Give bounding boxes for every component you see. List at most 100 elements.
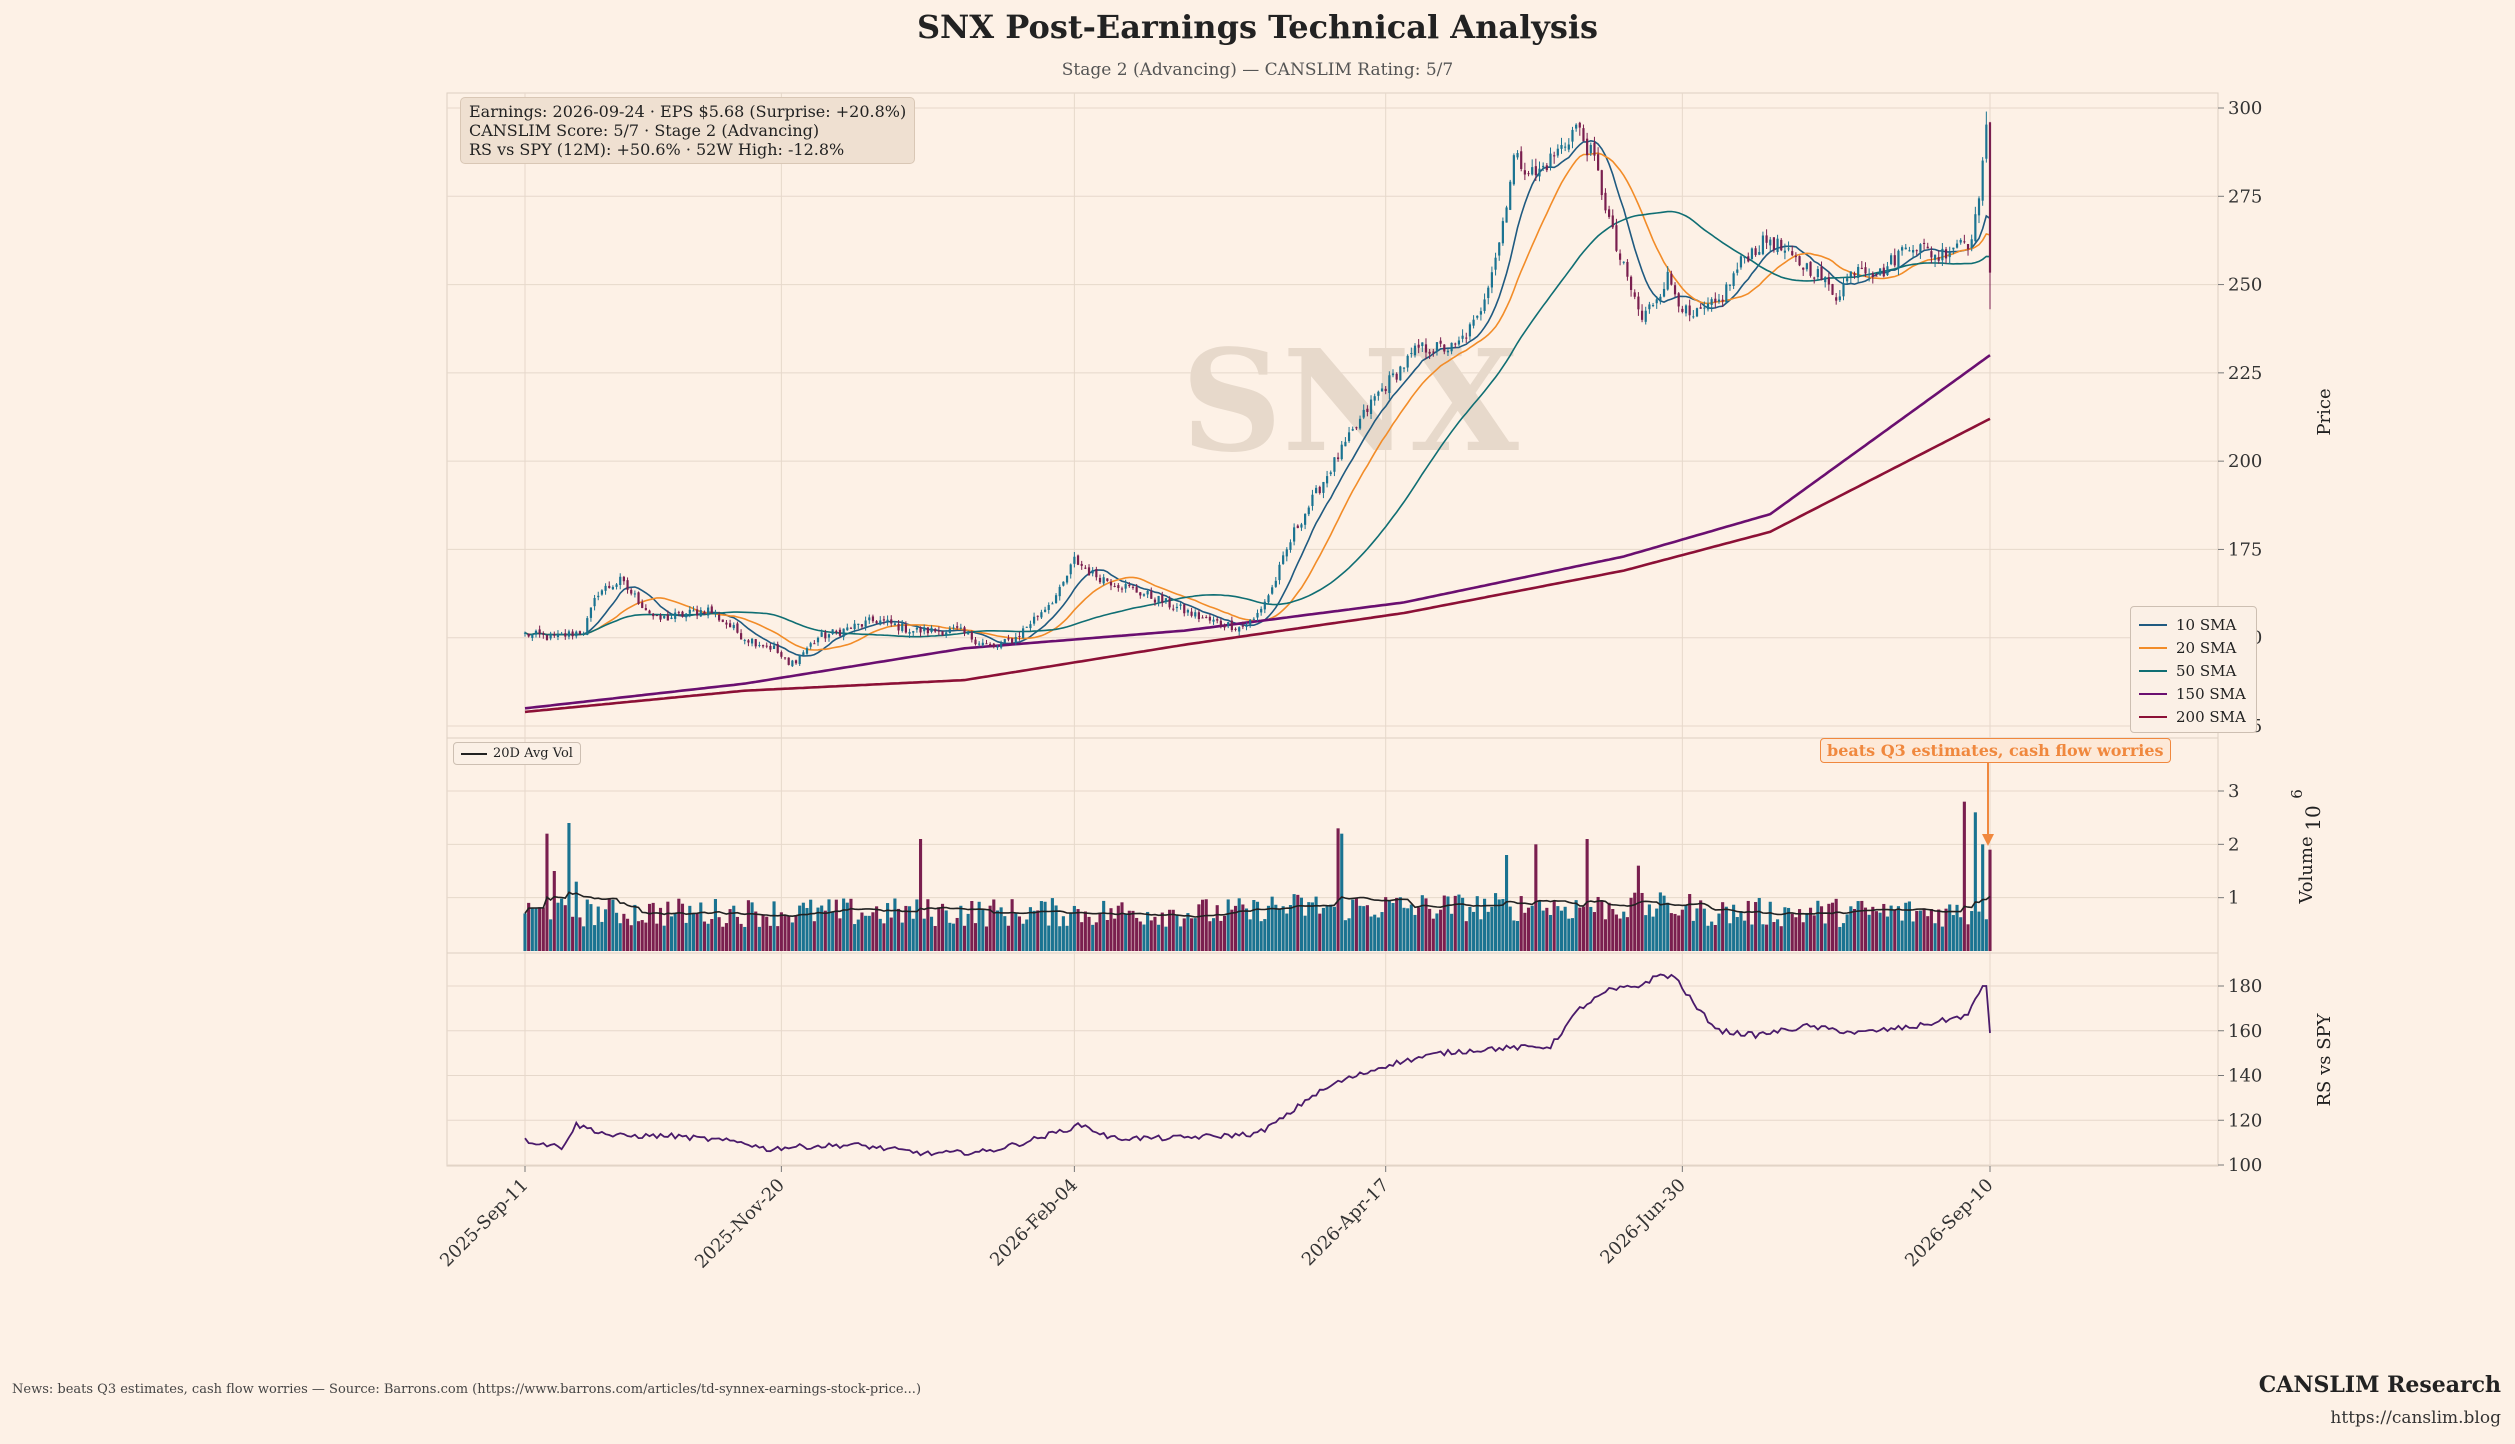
candle [1402,367,1406,373]
volume-bar [1504,855,1509,951]
candle-body [1732,273,1735,286]
volume-bar [1545,907,1549,951]
candle-body [1483,299,1486,311]
candle [1615,218,1618,253]
volume-bar [1596,896,1600,951]
volume-bar [1977,911,1981,951]
candle [586,616,589,636]
candle [1875,273,1878,277]
candle-body [556,633,560,638]
candle [996,645,999,650]
candle [1604,188,1607,214]
candle [1824,276,1827,288]
candle [1201,615,1204,619]
volume-bar [1318,913,1322,951]
volume-bar [1003,916,1007,951]
volume-bar [1501,899,1505,951]
candle [1274,576,1277,588]
candle [1043,606,1047,613]
candle [1575,123,1578,132]
candle [1468,322,1472,341]
volume-bar [1303,915,1307,951]
candle [1915,249,1918,256]
candle-body [1802,267,1805,270]
volume-bar [1292,894,1296,951]
volume-bar [1442,895,1446,951]
volume-bar [1629,897,1633,951]
candle [1802,267,1805,276]
candle-body [1974,214,1977,242]
candle-body [985,643,988,645]
candle [816,636,820,646]
candle-body [750,638,754,644]
candle [1527,170,1530,177]
candle-body [644,608,647,611]
candle-body [1695,308,1699,317]
candle-body [1065,575,1069,583]
candle [1648,301,1651,314]
volume-bar [962,925,967,951]
volume-bar [1651,916,1655,951]
candle-body [1278,564,1281,581]
candle-body [1765,235,1768,243]
candle [1904,243,1907,250]
candle [1315,485,1318,494]
volume-bar [1475,896,1479,951]
candle [1263,599,1266,614]
candle-body [1901,247,1904,251]
candle [523,631,527,637]
volume-bar [867,915,871,951]
volume-bar [1677,915,1681,951]
candle [1267,593,1270,605]
candle-body [1157,596,1160,604]
volume-bar [618,923,622,951]
candle-body [868,617,871,621]
candle-body [1846,278,1849,282]
candle [553,631,556,638]
candle [1285,547,1288,562]
candle [981,638,984,647]
candle [1637,292,1640,316]
candle [1750,247,1754,260]
candle-body [1388,375,1391,394]
candle [1633,289,1636,300]
candle [1520,146,1523,172]
candle-body [1087,567,1091,576]
candle [853,620,856,633]
candle-body [1040,612,1043,618]
candle [637,591,640,605]
volume-bar [728,909,732,951]
candle [838,627,842,638]
volume-bar [523,913,527,951]
volume-bar [1193,918,1197,951]
candle-body [714,613,717,615]
candle-body [1095,569,1098,578]
candle [1523,162,1526,181]
volume-bar [1036,910,1040,951]
volume-bar [860,912,864,951]
footer-url[interactable]: https://canslim.blog [2330,1408,2501,1428]
candle-body [553,634,556,636]
volume-bar [1713,924,1717,951]
candle-body [626,580,629,590]
candle [1417,339,1420,354]
candle [1600,169,1603,200]
volume-bar [1105,920,1109,951]
candle-body [908,632,911,634]
info-canslim: CANSLIM Score: 5/7 · Stage 2 (Advancing) [469,121,820,140]
candle [1626,259,1629,281]
volume-bar [625,918,630,951]
candle-body [1538,168,1541,177]
candle [1725,282,1728,304]
candle [1194,609,1197,619]
candle [1908,246,1911,252]
candle-body [1355,427,1358,429]
candle [1509,179,1512,211]
candle [1747,252,1750,263]
candle-body [743,640,746,642]
candle [666,610,669,621]
candle-body [1333,457,1336,472]
volume-bar [772,901,776,951]
candle [630,588,633,596]
candle-body [1549,153,1552,168]
